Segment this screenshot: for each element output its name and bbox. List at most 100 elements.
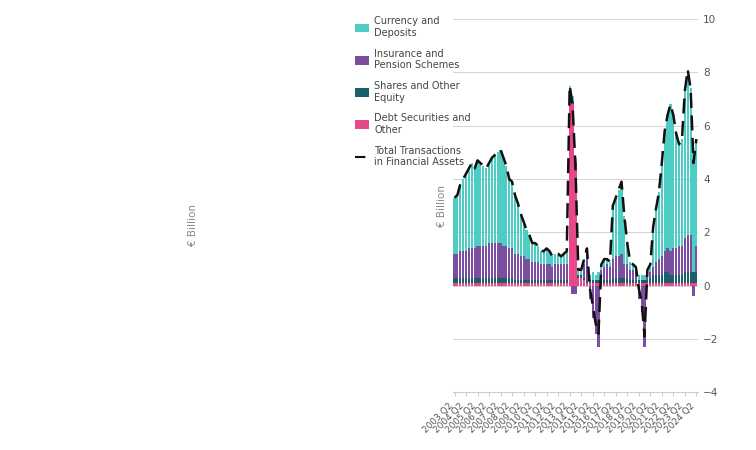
Bar (629, 283, 631, 286)
Bar (681, 139, 683, 246)
Bar (629, 262, 631, 270)
Bar (658, 275, 660, 283)
Bar (485, 278, 488, 283)
Bar (462, 251, 464, 278)
Bar (546, 283, 547, 286)
Bar (678, 275, 680, 283)
Bar (473, 248, 476, 278)
Bar (632, 265, 634, 270)
Bar (658, 193, 660, 259)
Bar (575, 158, 577, 163)
Bar (606, 265, 608, 280)
Bar (580, 275, 582, 278)
Bar (696, 246, 698, 272)
Bar (652, 275, 654, 283)
Bar (658, 283, 660, 286)
Bar (586, 254, 588, 280)
Bar (612, 278, 614, 283)
Bar (655, 275, 657, 283)
Bar (565, 251, 568, 265)
Bar (646, 280, 649, 283)
Bar (540, 251, 542, 265)
Bar (640, 280, 643, 283)
Bar (649, 278, 652, 283)
Bar (468, 248, 470, 278)
Bar (689, 272, 692, 283)
Bar (615, 256, 617, 278)
Bar (626, 283, 628, 286)
Bar (505, 278, 507, 283)
Bar (672, 275, 674, 283)
Bar (649, 283, 652, 286)
Bar (471, 248, 472, 278)
Bar (554, 283, 556, 286)
Bar (638, 280, 640, 283)
Bar (672, 248, 674, 275)
Bar (689, 235, 692, 272)
Bar (488, 163, 490, 243)
Bar (664, 272, 666, 283)
Y-axis label: € Billion: € Billion (437, 185, 448, 227)
Bar (548, 251, 550, 265)
Bar (678, 283, 680, 286)
Bar (473, 168, 476, 248)
Bar (554, 254, 556, 265)
Bar (479, 163, 482, 246)
Bar (667, 115, 668, 248)
Bar (525, 280, 528, 283)
Bar (692, 153, 695, 272)
Bar (589, 286, 591, 299)
Bar (508, 283, 510, 286)
Bar (531, 243, 533, 262)
Bar (667, 272, 668, 283)
Bar (589, 275, 591, 280)
Bar (565, 283, 568, 286)
Bar (681, 246, 683, 275)
Bar (594, 286, 596, 334)
Bar (500, 278, 502, 283)
Bar (594, 280, 596, 283)
Bar (612, 283, 614, 286)
Bar (537, 280, 539, 283)
Bar (678, 246, 680, 275)
Bar (519, 280, 522, 283)
Bar (454, 283, 456, 286)
Bar (537, 262, 539, 280)
Bar (543, 283, 545, 286)
Bar (508, 278, 510, 283)
Bar (623, 216, 625, 265)
Bar (465, 278, 467, 283)
Bar (497, 278, 499, 283)
Bar (678, 144, 680, 246)
Bar (643, 275, 646, 280)
Bar (606, 259, 608, 265)
Bar (600, 265, 603, 270)
Bar (522, 222, 525, 256)
Bar (519, 256, 522, 280)
Bar (612, 259, 614, 278)
Bar (615, 283, 617, 286)
Bar (643, 280, 646, 283)
Bar (635, 280, 637, 283)
Bar (606, 280, 608, 283)
Bar (635, 272, 637, 280)
Bar (485, 283, 488, 286)
Bar (540, 283, 542, 286)
Bar (500, 243, 502, 278)
Bar (640, 283, 643, 286)
Bar (572, 104, 574, 286)
Bar (649, 265, 652, 272)
Bar (479, 246, 482, 278)
Bar (626, 243, 628, 265)
Bar (646, 283, 649, 286)
Bar (592, 283, 593, 286)
Bar (603, 259, 606, 267)
Bar (646, 270, 649, 275)
Bar (664, 251, 666, 272)
Bar (459, 283, 461, 286)
Bar (635, 267, 637, 272)
Bar (543, 265, 545, 280)
Bar (652, 267, 654, 275)
Bar (643, 286, 646, 347)
Bar (643, 283, 646, 286)
